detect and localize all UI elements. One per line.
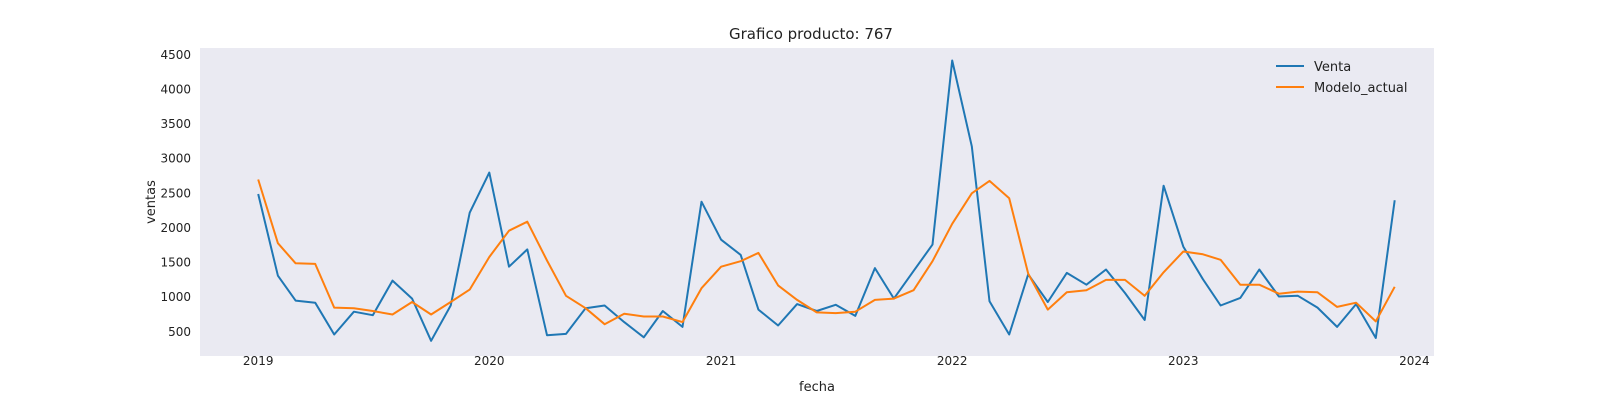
x-tick-label: 2019 xyxy=(243,354,274,368)
plot-area xyxy=(200,48,1434,356)
x-axis-label: fecha xyxy=(799,380,835,395)
y-tick-label: 3000 xyxy=(160,152,191,166)
x-tick-label: 2020 xyxy=(474,354,505,368)
y-tick-label: 2000 xyxy=(160,221,191,235)
chart-title: Grafico producto: 767 xyxy=(729,25,893,43)
legend-label: Modelo_actual xyxy=(1314,81,1408,96)
x-tick-label: 2024 xyxy=(1399,354,1430,368)
y-tick-label: 4000 xyxy=(160,83,191,97)
series-line-venta xyxy=(257,59,1396,342)
y-tick-label: 1500 xyxy=(160,256,191,270)
y-tick-label: 4500 xyxy=(160,48,191,62)
y-tick-label: 2500 xyxy=(160,186,191,200)
x-tick-label: 2023 xyxy=(1168,354,1199,368)
y-tick-label: 3500 xyxy=(160,117,191,131)
series-line-modelo-actual xyxy=(257,179,1396,326)
y-tick-labels: 500 1000 1500 2000 2500 3000 3500 4000 4500 xyxy=(160,48,191,339)
x-tick-labels: 2019 2020 2021 2022 2023 2024 xyxy=(243,354,1430,368)
y-tick-label: 1000 xyxy=(160,290,191,304)
x-tick-label: 2022 xyxy=(937,354,968,368)
y-axis-label: ventas xyxy=(144,180,159,224)
legend: Venta Modelo_actual xyxy=(1276,60,1408,96)
x-tick-label: 2021 xyxy=(706,354,737,368)
series-layer xyxy=(257,59,1396,342)
y-tick-label: 500 xyxy=(168,325,191,339)
legend-label: Venta xyxy=(1314,60,1351,75)
